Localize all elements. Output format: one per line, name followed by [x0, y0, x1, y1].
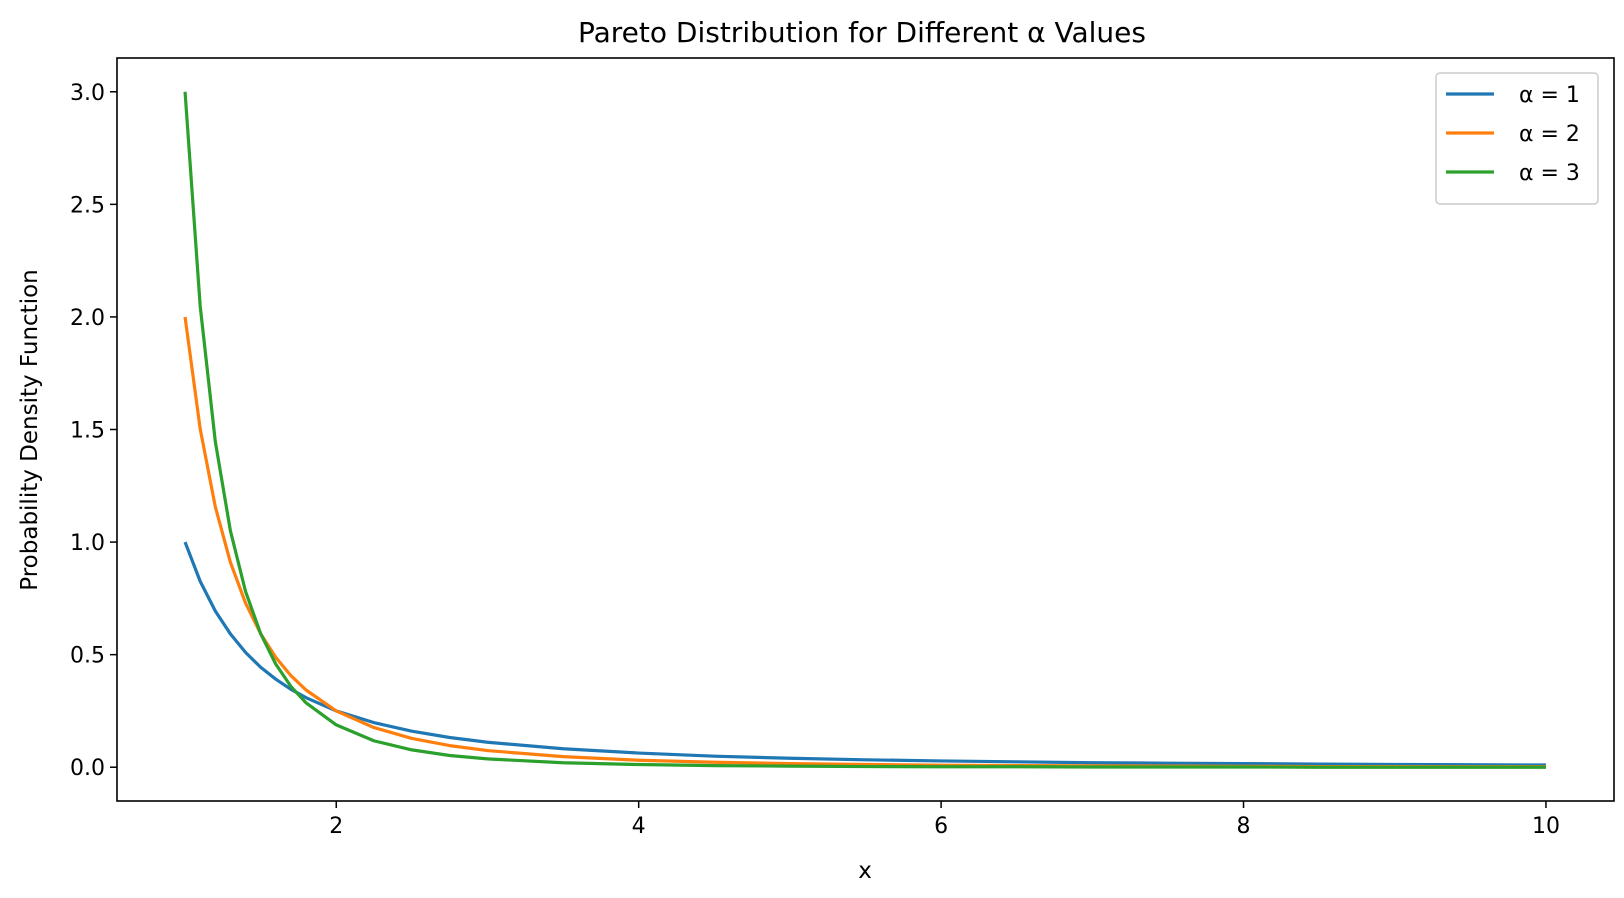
- series-line-alpha-3: [183, 91, 1546, 769]
- y-tick-label: 3.0: [70, 81, 105, 106]
- y-tick-label: 2.0: [70, 306, 105, 331]
- y-tick-label: 1.0: [70, 531, 105, 556]
- legend-label: α = 3: [1519, 161, 1580, 186]
- y-tick-label: 0.5: [70, 644, 105, 669]
- x-tick-label: 10: [1532, 814, 1560, 839]
- legend-label: α = 1: [1519, 83, 1580, 108]
- x-tick-label: 4: [632, 814, 646, 839]
- x-tick-label: 2: [329, 814, 343, 839]
- axis-ticks: 2 4 6 8 10 0.0 0.5 1.0 1.5 2.0 2.5 3.0: [70, 81, 1560, 839]
- y-tick-label: 1.5: [70, 419, 105, 444]
- x-tick-label: 6: [934, 814, 948, 839]
- series-line-alpha-1: [183, 541, 1546, 767]
- plot-area: [183, 91, 1546, 769]
- chart-title: Pareto Distribution for Different α Valu…: [578, 16, 1146, 49]
- y-tick-label: 2.5: [70, 193, 105, 218]
- y-tick-label: 0.0: [70, 756, 105, 781]
- x-axis-label: x: [858, 858, 872, 884]
- x-tick-label: 8: [1237, 814, 1251, 839]
- legend-label: α = 2: [1519, 122, 1580, 147]
- legend: α = 1 α = 2 α = 3: [1435, 72, 1599, 205]
- y-axis-label: Probability Density Function: [17, 269, 43, 590]
